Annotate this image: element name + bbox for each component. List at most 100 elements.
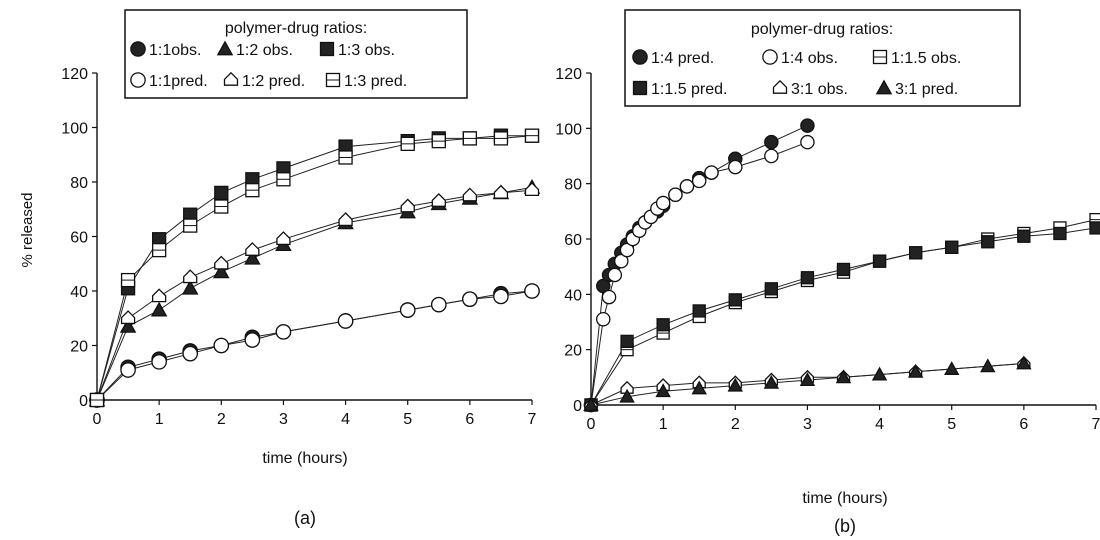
data-point-1-4-obs xyxy=(607,267,623,283)
y-tick-label: 0 xyxy=(573,398,582,415)
x-tick-label: 2 xyxy=(731,416,740,433)
data-point-1-4-obs xyxy=(764,148,779,164)
series-1-1pred xyxy=(89,283,540,408)
data-point-3-1-pred xyxy=(835,369,852,384)
data-point-1-4-obs xyxy=(728,159,743,175)
legend-label-1-1obs: 1:1obs. xyxy=(149,42,201,59)
chart-panel-a: 0 20 40 60 80 100 120 0 1 2 3 4 5 6 7 % released time … xyxy=(19,9,541,528)
data-point-1-4-obs xyxy=(655,195,671,211)
legend-label-1-2-pred: 1:2 pred. xyxy=(242,73,305,90)
data-point-1-4-obs xyxy=(704,165,719,180)
data-point-1-3-obs xyxy=(214,185,229,201)
data-point-1-1-5-pred xyxy=(945,240,959,254)
data-point-1-1pred xyxy=(337,313,354,329)
y-tick-label: 120 xyxy=(61,66,88,83)
data-point-1-1-5-pred xyxy=(728,293,742,307)
data-point-1-1pred xyxy=(275,324,292,340)
legend-a: polymer-drug ratios: 1:1obs. 1:1pred. 1:2 … xyxy=(124,9,468,99)
data-point-1-2-obs xyxy=(181,279,199,295)
data-point-1-1pred xyxy=(182,345,199,362)
data-point-1-1-5-pred xyxy=(620,334,634,349)
legend-label-3-1-pred: 3:1 pred. xyxy=(895,81,958,98)
data-point-1-2-pred xyxy=(151,288,167,303)
data-point-1-1pred xyxy=(151,354,167,370)
data-point-3-1-pred xyxy=(907,363,924,378)
data-point-1-2-pred xyxy=(338,212,353,227)
legend-label-1-4-obs: 1:4 obs. xyxy=(781,50,838,67)
data-point-1-4-obs xyxy=(800,134,815,150)
x-tick-label: 1 xyxy=(659,416,668,433)
series-1-1-5-pred xyxy=(584,221,1100,412)
y-tick-label: 20 xyxy=(70,339,88,356)
data-point-1-2-obs xyxy=(213,263,230,279)
data-point-3-1-pred xyxy=(655,383,671,398)
series-1-3-pred xyxy=(89,128,540,408)
data-point-3-1-pred xyxy=(727,377,743,392)
legend-marker-1-2-obs xyxy=(216,40,234,56)
series-1-4-obs xyxy=(583,134,815,413)
data-point-1-4-pred xyxy=(596,278,611,294)
data-point-1-4-obs xyxy=(679,179,695,194)
data-point-3-1-pred xyxy=(871,366,888,381)
data-point-1-1-5-pred xyxy=(1017,229,1031,243)
legend-label-1-2-obs: 1:2 obs. xyxy=(236,42,293,59)
data-point-3-1-pred xyxy=(619,388,635,403)
y-tick-label: 60 xyxy=(564,232,582,249)
data-point-1-1-5-pred xyxy=(836,262,851,277)
data-point-3-1-pred xyxy=(583,397,599,411)
data-point-1-1pred xyxy=(430,296,447,313)
series-3-1-pred xyxy=(583,355,1032,411)
data-point-3-1-pred xyxy=(691,380,707,395)
data-point-1-1-5-pred xyxy=(764,282,779,296)
data-point-1-2-pred xyxy=(400,198,415,213)
legend-marker-1-1obs xyxy=(130,41,146,57)
x-tick-label: 4 xyxy=(341,411,350,428)
x-tick-label: 5 xyxy=(403,411,412,428)
legend-marker-1-4-pred xyxy=(632,49,648,65)
y-tick-label: 100 xyxy=(555,121,582,138)
data-markers-b xyxy=(583,118,1100,413)
data-point-1-1-5-pred xyxy=(908,246,923,260)
data-point-1-4-obs xyxy=(619,242,635,258)
data-point-1-1pred xyxy=(399,302,416,318)
legend-label-1-3-obs: 1:3 obs. xyxy=(338,42,395,59)
data-point-1-2-pred xyxy=(431,193,446,207)
legend-label-1-3-pred: 1:3 pred. xyxy=(344,73,407,90)
y-tick-label: 80 xyxy=(564,177,582,194)
y-tick-label: 80 xyxy=(70,175,88,192)
x-tick-label: 0 xyxy=(93,411,102,428)
data-point-1-1-5-pred xyxy=(1089,221,1100,235)
data-point-1-1pred xyxy=(524,283,540,299)
data-point-1-2-pred xyxy=(245,242,260,256)
legend-box-b xyxy=(624,9,1021,107)
data-point-1-1pred xyxy=(462,291,478,307)
data-point-1-4-obs xyxy=(614,253,629,269)
data-point-1-1pred xyxy=(244,332,261,348)
y-tick-label: 40 xyxy=(70,284,88,301)
x-tick-label: 0 xyxy=(587,416,596,433)
data-point-3-1-pred xyxy=(799,372,816,387)
legend-label-1-1pred: 1:1pred. xyxy=(149,73,208,90)
data-point-1-2-pred xyxy=(524,182,540,197)
panel-label-a: (a) xyxy=(294,508,316,528)
x-axis-label-b: time (hours) xyxy=(802,490,887,507)
data-point-1-1-5-pred xyxy=(1053,226,1067,241)
data-point-1-2-pred xyxy=(120,310,136,325)
data-point-1-1-5-pred xyxy=(656,318,670,332)
data-point-1-1-5-pred xyxy=(692,304,706,318)
x-tick-label: 7 xyxy=(528,411,537,428)
data-point-3-1-pred xyxy=(1016,355,1032,370)
data-point-3-1-pred xyxy=(763,374,780,389)
x-tick-label: 6 xyxy=(1019,416,1028,433)
data-point-1-2-obs xyxy=(119,317,137,333)
data-markers-a xyxy=(88,128,541,408)
axes-b: 0 20 40 60 80 100 120 0 1 2 3 4 5 6 7 xyxy=(555,66,1100,433)
legend-marker-3-1-pred xyxy=(875,79,893,95)
x-tick-label: 1 xyxy=(155,411,164,428)
legend-label-1-4-pred: 1:4 pred. xyxy=(651,50,714,67)
legend-box-a xyxy=(124,9,468,99)
data-point-1-1pred xyxy=(493,288,509,305)
data-point-1-2-obs xyxy=(244,249,261,265)
legend-title-a: polymer-drug ratios: xyxy=(225,20,367,37)
data-point-1-4-pred xyxy=(800,118,815,133)
